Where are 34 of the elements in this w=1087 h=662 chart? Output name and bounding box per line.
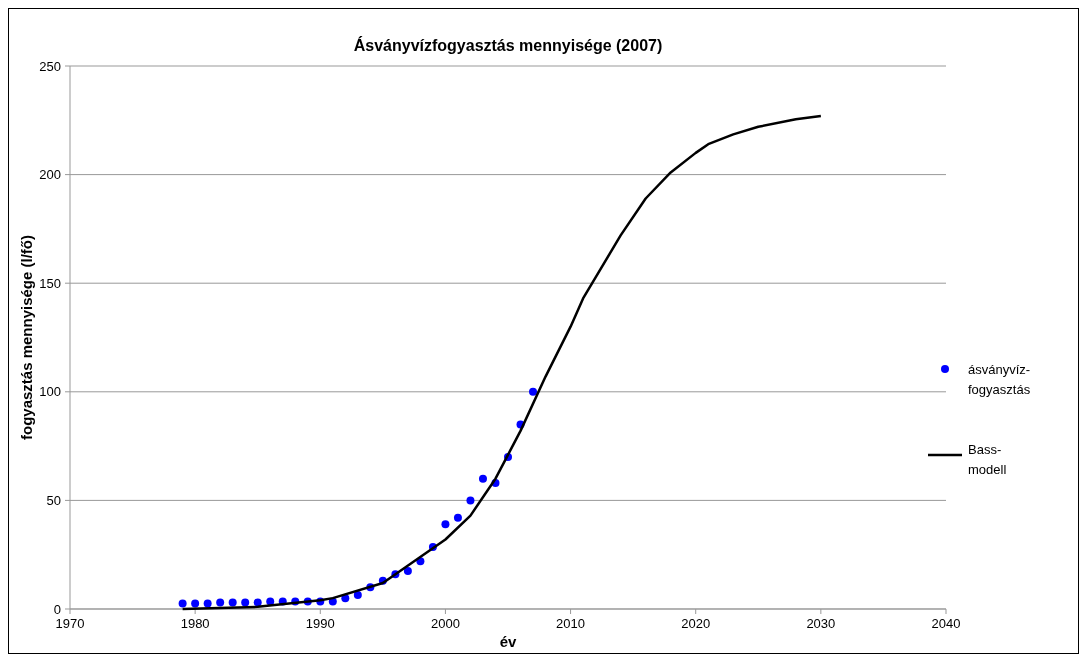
point (441, 520, 450, 529)
x-axis-title: év (499, 633, 517, 650)
x-tick-label: 2020 (681, 616, 711, 631)
y-tick-label: 100 (39, 384, 61, 400)
y-axis-title: fogyasztás mennyisége (l/fő) (18, 234, 35, 441)
point (241, 598, 250, 607)
point (529, 387, 538, 396)
legend-label: ásványvíz-fogyasztás (968, 362, 1031, 397)
point (228, 598, 237, 607)
x-tick-label: 1970 (55, 616, 85, 631)
point (453, 513, 462, 522)
y-tick-label: 150 (39, 275, 61, 291)
chart-title: Ásványvízfogyasztás mennyisége (2007) (353, 36, 663, 54)
point (216, 598, 225, 607)
x-tick-label: 1990 (305, 616, 335, 631)
point (191, 599, 200, 608)
y-tick-label: 200 (39, 167, 61, 183)
x-tick-label: 2040 (931, 616, 961, 631)
y-tick-label: 50 (46, 492, 61, 508)
point (403, 566, 412, 575)
point (203, 599, 212, 608)
point (466, 496, 475, 505)
point (266, 597, 275, 606)
x-tick-label: 1980 (180, 616, 210, 631)
x-tick-label: 2000 (430, 616, 460, 631)
point (178, 599, 187, 608)
y-tick-label: 250 (39, 58, 61, 74)
x-tick-label: 2030 (806, 616, 836, 631)
point (353, 590, 362, 599)
point (478, 474, 487, 483)
legend-label: Bass-modell (968, 442, 1007, 477)
point (253, 598, 262, 607)
y-tick-label: 0 (53, 601, 61, 617)
x-tick-label: 2010 (556, 616, 586, 631)
